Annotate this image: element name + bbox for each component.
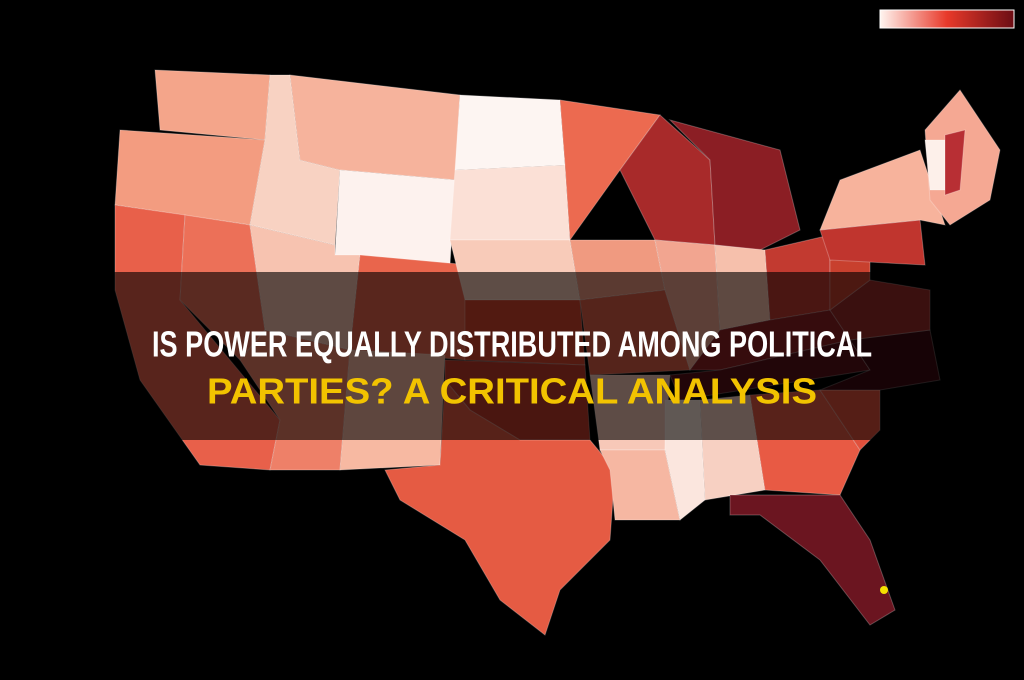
state [334, 169, 456, 266]
state [599, 449, 681, 521]
state [559, 99, 661, 242]
state [154, 69, 271, 141]
state [944, 129, 966, 196]
color-legend [879, 9, 1015, 29]
state [819, 149, 946, 231]
title-line: IS POWER EQUALLY DISTRIBUTED AMONG POLIT… [152, 324, 872, 365]
state [729, 494, 896, 626]
state [449, 164, 571, 241]
title-line: PARTIES? A CRITICAL ANALYSIS [207, 371, 817, 412]
highlight-dot [880, 586, 888, 594]
state [249, 74, 341, 246]
state [454, 94, 566, 171]
title-banner [0, 272, 1024, 440]
